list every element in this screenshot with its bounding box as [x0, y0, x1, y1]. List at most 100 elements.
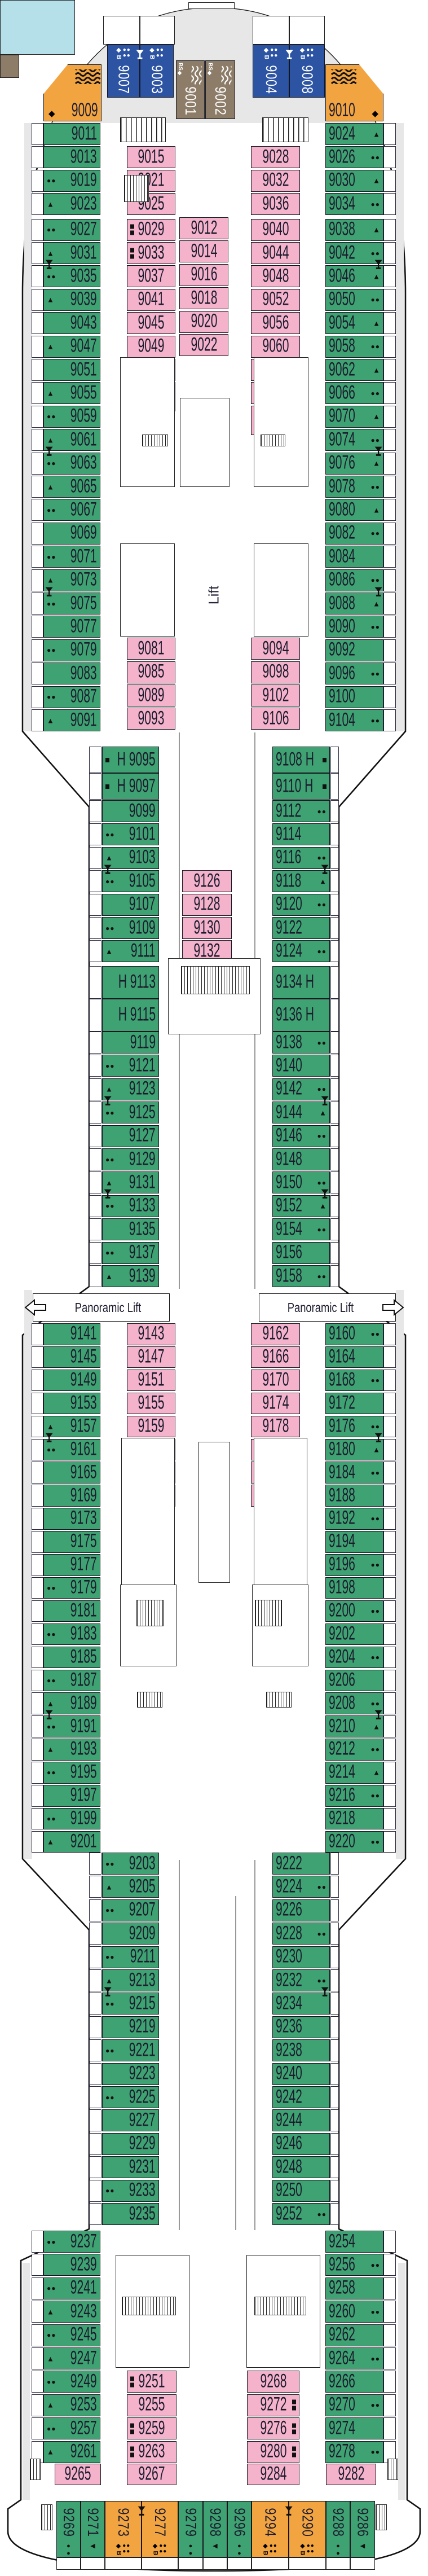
cabin-9069[interactable]: 9069 [43, 522, 100, 545]
cabin-9237[interactable]: ●● 9237 [43, 2231, 100, 2253]
cabin-9151[interactable]: 9151 [127, 1369, 175, 1392]
cabin-9245[interactable]: ●● 9245 [43, 2324, 100, 2346]
cabin-9140[interactable]: 9140 [272, 1055, 330, 1077]
cabin-9247[interactable]: ▲ 9247 [43, 2347, 100, 2369]
cabin-9152[interactable]: ▲ 9152 [272, 1195, 330, 1217]
cabin-9154[interactable]: ●● 9154 [272, 1218, 330, 1241]
cabin-9209[interactable]: 9209 [102, 1923, 159, 1945]
cabin-9014[interactable]: 9014 [179, 240, 228, 263]
cabin-9095[interactable]: H 9095 [102, 747, 159, 773]
cabin-9165[interactable]: 9165 [43, 1462, 100, 1484]
cabin-9205[interactable]: ▲ 9205 [102, 1876, 159, 1898]
cabin-9296[interactable]: 9296 ● ● [227, 2501, 251, 2557]
cabin-9087[interactable]: ●● 9087 [43, 686, 100, 708]
cabin-9086[interactable]: ●● 9086 [325, 569, 383, 591]
cabin-9271[interactable]: 9271 ◀ [81, 2501, 105, 2557]
cabin-9273[interactable]: 9273 ◆ B ●● ●● [105, 2501, 142, 2557]
cabin-9112[interactable]: ●● 9112 [272, 800, 330, 822]
cabin-9180[interactable]: ▲ 9180 [325, 1438, 383, 1460]
cabin-9241[interactable]: ●● 9241 [43, 2277, 100, 2299]
cabin-9098[interactable]: 9098 [251, 661, 300, 683]
cabin-9027[interactable]: ●● 9027 [43, 218, 100, 241]
cabin-9061[interactable]: ▲ 9061 [43, 429, 100, 451]
cabin-9158[interactable]: ●● 9158 [272, 1265, 330, 1287]
cabin-9243[interactable]: ▲ 9243 [43, 2301, 100, 2323]
cabin-9220[interactable]: ●● 9220 [325, 1831, 383, 1853]
cabin-9159[interactable]: 9159 [127, 1415, 175, 1438]
cabin-9153[interactable]: 9153 [43, 1392, 100, 1415]
cabin-9142[interactable]: ●● 9142 [272, 1078, 330, 1100]
cabin-9272[interactable]: 9272 [247, 2394, 299, 2416]
cabin-9082[interactable]: ●● 9082 [325, 522, 383, 545]
cabin-9139[interactable]: ▲ 9139 [102, 1265, 159, 1287]
cabin-9106[interactable]: 9106 [251, 708, 300, 730]
cabin-9062[interactable]: ▲ 9062 [325, 359, 383, 381]
cabin-9103[interactable]: ▲ 9103 [102, 846, 159, 869]
cabin-9096[interactable]: ●● 9096 [325, 662, 383, 685]
cabin-9047[interactable]: ▲ 9047 [43, 335, 100, 358]
cabin-9094[interactable]: 9094 [251, 638, 300, 660]
cabin-9255[interactable]: 9255 [127, 2394, 177, 2416]
cabin-9259[interactable]: 9259 [127, 2417, 177, 2440]
cabin-9019[interactable]: ●● 9019 [43, 169, 100, 192]
cabin-9211[interactable]: ●● 9211 [102, 1946, 159, 1968]
cabin-9227[interactable]: 9227 [102, 2109, 159, 2132]
cabin-9016[interactable]: 9016 [179, 264, 228, 286]
cabin-9263[interactable]: 9263 [127, 2441, 177, 2463]
cabin-9115[interactable]: H 9115 [102, 999, 159, 1032]
cabin-9008[interactable]: ◆ B ●● ●● 9008 [289, 45, 325, 98]
cabin-9194[interactable]: 9194 [325, 1531, 383, 1553]
cabin-9071[interactable]: ●● 9071 [43, 546, 100, 568]
cabin-9191[interactable]: ●● 9191 [43, 1715, 100, 1737]
cabin-9110[interactable]: 9110 H [272, 773, 330, 800]
cabin-9085[interactable]: 9085 [127, 661, 175, 683]
cabin-9236[interactable]: 9236 [272, 2016, 330, 2038]
cabin-9210[interactable]: ▲ 9210 [325, 1715, 383, 1737]
cabin-9189[interactable]: ▲ 9189 [43, 1692, 100, 1714]
cabin-9026[interactable]: ●● 9026 [325, 146, 383, 169]
cabin-9102[interactable]: 9102 [251, 684, 300, 706]
cabin-9179[interactable]: ●● 9179 [43, 1577, 100, 1599]
cabin-9089[interactable]: 9089 [127, 684, 175, 706]
cabin-9155[interactable]: 9155 [127, 1392, 175, 1415]
cabin-9265[interactable]: 9265 [55, 2464, 101, 2485]
cabin-9178[interactable]: 9178 [251, 1415, 300, 1438]
cabin-9088[interactable]: ▲ 9088 [325, 593, 383, 615]
cabin-9288[interactable]: 9288 ● ● [326, 2501, 350, 2557]
cabin-9118[interactable]: ▲ 9118 [272, 870, 330, 893]
cabin-9161[interactable]: ●● 9161 [43, 1438, 100, 1460]
cabin-9195[interactable]: ●● 9195 [43, 1762, 100, 1784]
cabin-9276[interactable]: 9276 [247, 2417, 299, 2440]
cabin-9124[interactable]: ●● 9124 [272, 940, 330, 963]
cabin-9212[interactable]: ●● 9212 [325, 1739, 383, 1761]
cabin-9056[interactable]: 9056 [251, 312, 300, 335]
cabin-9076[interactable]: ▲ 9076 [325, 452, 383, 475]
cabin-9233[interactable]: ●● 9233 [102, 2179, 159, 2202]
cabin-9230[interactable]: 9230 [272, 1946, 330, 1968]
cabin-9003[interactable]: ◆ B ●● ●● 9003 [140, 45, 174, 98]
cabin-9234[interactable]: 9234 [272, 1993, 330, 2015]
cabin-9105[interactable]: ●● 9105 [102, 870, 159, 893]
cabin-9113[interactable]: H 9113 [102, 966, 159, 999]
cabin-9107[interactable]: 9107 [102, 893, 159, 916]
cabin-9121[interactable]: ●● 9121 [102, 1055, 159, 1077]
cabin-9077[interactable]: 9077 [43, 616, 100, 638]
cabin-9268[interactable]: 9268 [247, 2371, 299, 2393]
cabin-9043[interactable]: 9043 [43, 312, 100, 335]
cabin-9187[interactable]: ●● 9187 [43, 1669, 100, 1691]
cabin-9063[interactable]: ●● 9063 [43, 452, 100, 475]
cabin-9176[interactable]: ●● 9176 [325, 1415, 383, 1438]
cabin-9092[interactable]: 9092 [325, 639, 383, 661]
cabin-9013[interactable]: 9013 [43, 146, 100, 169]
cabin-9261[interactable]: ▲ 9261 [43, 2441, 100, 2463]
cabin-9084[interactable]: 9084 [325, 546, 383, 568]
cabin-9252[interactable]: ●● 9252 [272, 2203, 330, 2225]
cabin-9059[interactable]: ●● 9059 [43, 405, 100, 428]
cabin-9150[interactable]: ●● 9150 [272, 1171, 330, 1194]
cabin-9223[interactable]: 9223 [102, 2062, 159, 2085]
cabin-9130[interactable]: 9130 [182, 917, 232, 939]
cabin-9282[interactable]: 9282 [326, 2464, 376, 2485]
cabin-9193[interactable]: ▲ 9193 [43, 1739, 100, 1761]
cabin-9264[interactable]: ●● 9264 [325, 2347, 383, 2369]
cabin-9250[interactable]: 9250 [272, 2179, 330, 2202]
